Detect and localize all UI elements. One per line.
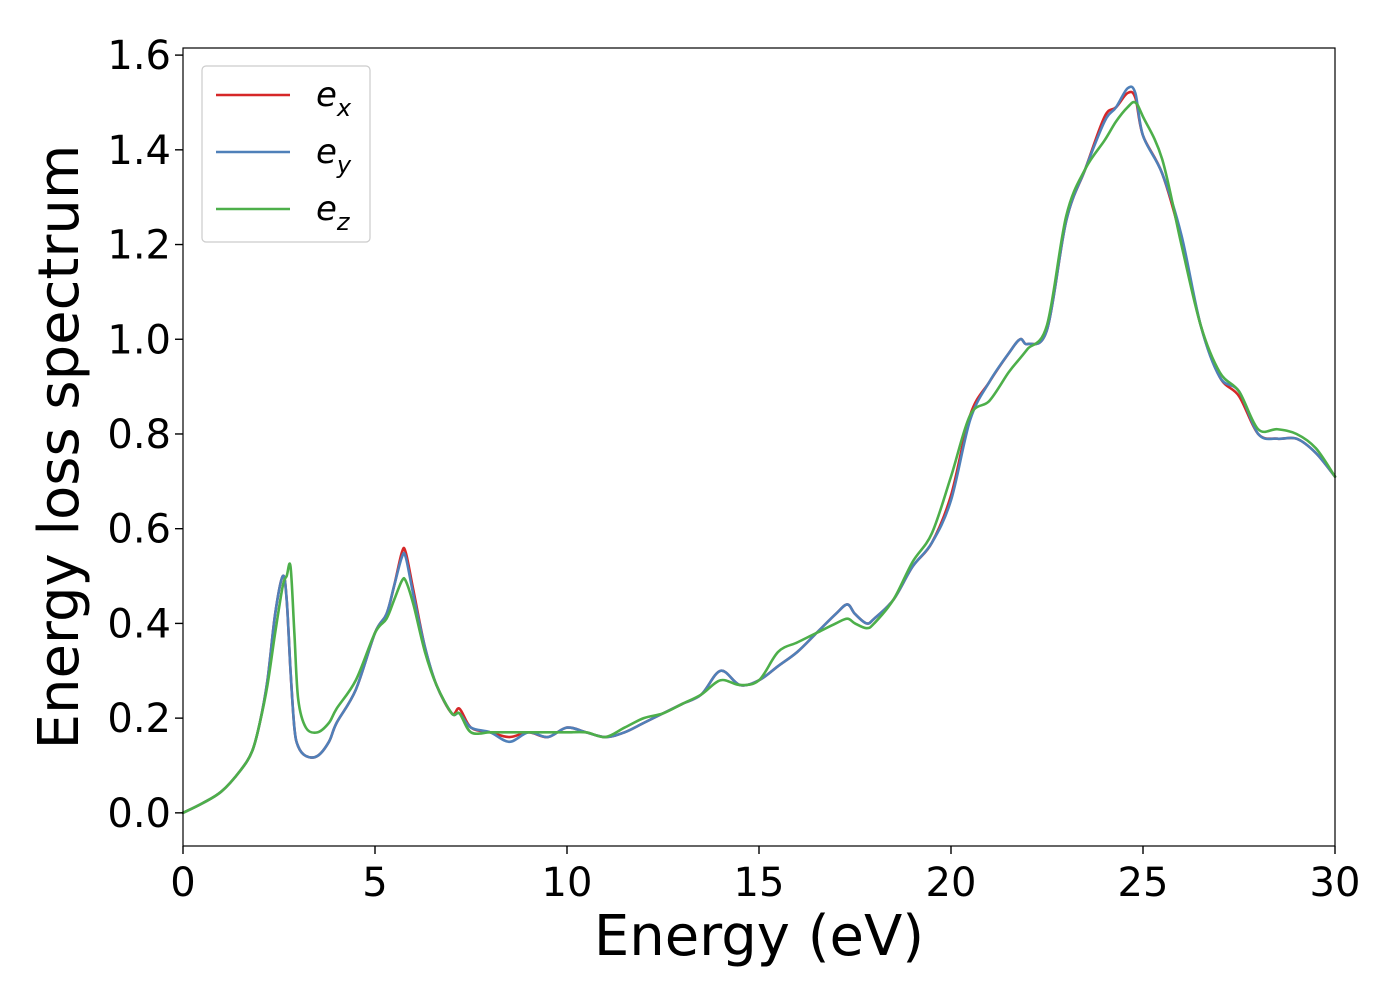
x-axis-ticks: 0 5 10 15 20 25 30 <box>170 846 1360 906</box>
x-tick-label: 5 <box>362 860 387 906</box>
legend-label-z: ez <box>316 189 351 236</box>
y-tick-label: 0.8 <box>107 412 171 458</box>
series-line-z <box>181 100 1337 815</box>
x-tick-label: 30 <box>1310 860 1361 906</box>
y-tick-label: 1.4 <box>107 128 171 174</box>
legend-label-subscript: y <box>336 151 352 179</box>
y-tick-label: 1.2 <box>107 223 171 269</box>
y-tick-label: 1.6 <box>107 33 171 79</box>
x-tick-label: 10 <box>542 860 593 906</box>
x-tick-label: 25 <box>1118 860 1169 906</box>
x-axis-title: Energy (eV) <box>594 904 924 969</box>
legend-box <box>201 65 371 243</box>
y-tick-label: 0.2 <box>107 696 171 742</box>
y-tick-label: 1.0 <box>107 317 171 363</box>
legend-label-y: ey <box>316 132 352 179</box>
y-tick-label: 0.0 <box>107 791 171 837</box>
y-axis-ticks: 0.0 0.2 0.4 0.6 0.8 1.0 1.2 1.4 1.6 <box>107 33 183 837</box>
legend-label-base: e <box>316 75 337 115</box>
legend-label-x: ex <box>316 75 352 122</box>
x-tick-label: 0 <box>170 860 195 906</box>
legend-label-subscript: x <box>336 94 352 122</box>
legend-label-base: e <box>316 189 337 229</box>
series-layer <box>181 85 1337 815</box>
y-tick-label: 0.6 <box>107 507 171 553</box>
legend-label-subscript: z <box>336 208 351 236</box>
x-tick-label: 15 <box>734 860 785 906</box>
y-tick-label: 0.4 <box>107 601 171 647</box>
legend-label-base: e <box>316 132 337 172</box>
y-axis-title: Energy loss spectrum <box>27 145 92 750</box>
x-tick-label: 20 <box>926 860 977 906</box>
